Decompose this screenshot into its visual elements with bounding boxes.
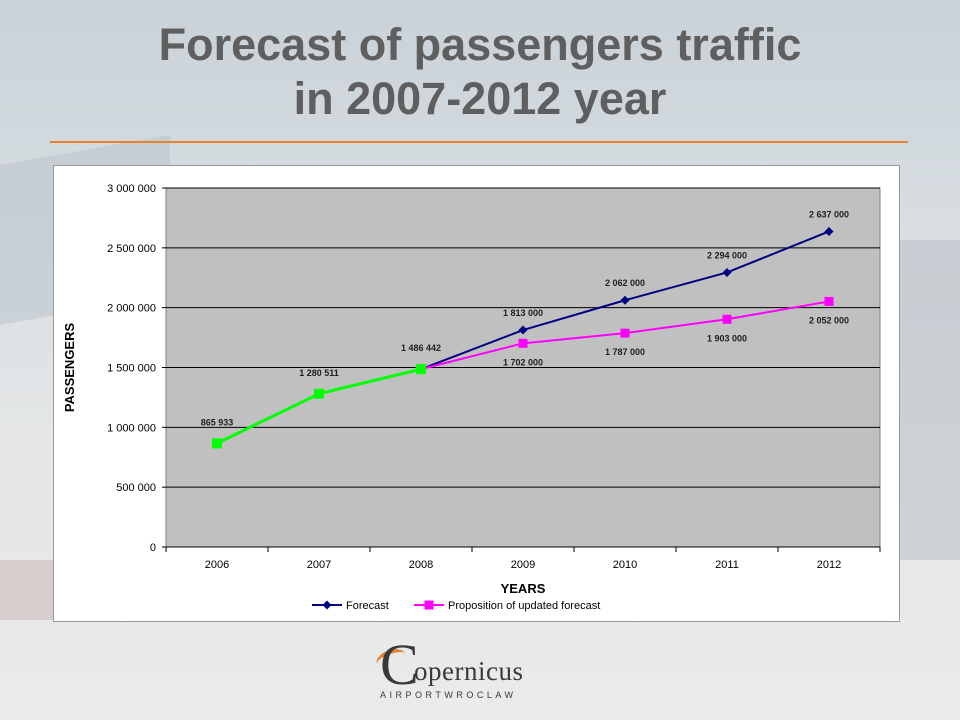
legend-forecast-marker (322, 600, 332, 610)
y-tick-label: 500 000 (116, 482, 156, 494)
y-tick-label: 3 000 000 (107, 183, 156, 195)
historic-data-label: 1 486 442 (401, 343, 441, 353)
slide-title-line2: in 2007-2012 year (293, 73, 667, 124)
historic-point (314, 388, 324, 399)
x-tick-label: 2008 (409, 559, 433, 571)
y-tick-label: 1 500 000 (107, 363, 156, 375)
forecast-data-label: 1 813 000 (503, 308, 543, 318)
chart-panel: 0 500 000 1 000 000 1 500 000 2 000 000 2 500… (53, 165, 900, 622)
legend-updated-label: Proposition of updated forecast (448, 600, 600, 612)
logo-initial: C (380, 632, 419, 697)
passengers-line-chart: 0 500 000 1 000 000 1 500 000 2 000 000 2 500… (62, 183, 881, 612)
x-tick-label: 2007 (307, 559, 331, 571)
legend-updated-marker (424, 600, 434, 610)
title-divider (50, 141, 908, 143)
forecast-point (722, 267, 732, 277)
historic-point (212, 438, 222, 449)
x-tick-label: 2010 (613, 559, 637, 571)
historic-data-label: 1 280 511 (299, 368, 339, 378)
updated-point (518, 338, 528, 348)
y-tick-label: 2 000 000 (107, 303, 156, 315)
forecast-data-label: 2 637 000 (809, 209, 849, 219)
updated-data-label: 1 702 000 (503, 357, 543, 367)
forecast-data-label: 2 294 000 (707, 250, 747, 260)
updated-point (620, 328, 630, 338)
historic-point (416, 364, 426, 375)
x-tick-label: 2006 (205, 559, 229, 571)
forecast-point (620, 295, 630, 305)
updated-data-label: 1 903 000 (707, 333, 747, 343)
logo-sub-airport: AIRPORT (380, 690, 445, 700)
logo-sub-city: WROCLAW (444, 690, 517, 700)
legend-forecast-label: Forecast (346, 600, 389, 612)
updated-point (824, 296, 834, 306)
forecast-point (824, 226, 834, 236)
updated-data-label: 1 787 000 (605, 347, 645, 357)
logo-name: opernicus (414, 656, 524, 686)
x-tick-label: 2011 (715, 559, 739, 571)
y-axis-title: PASSENGERS (62, 323, 77, 413)
y-tick-label: 2 500 000 (107, 243, 156, 255)
forecast-data-label: 2 062 000 (605, 278, 645, 288)
historic-data-label: 865 933 (201, 417, 234, 427)
updated-point (722, 314, 732, 324)
updated-data-label: 2 052 000 (809, 315, 849, 325)
x-tick-label: 2009 (511, 559, 535, 571)
y-tick-label: 0 (150, 542, 156, 554)
x-tick-label: 2012 (817, 559, 841, 571)
copernicus-airport-logo: C opernicus AIRPORTWROCLAW (373, 636, 580, 702)
forecast-point (518, 325, 528, 335)
x-axis-title: YEARS (501, 581, 546, 596)
logo-subtitle: AIRPORTWROCLAW (380, 690, 517, 700)
background-sign (0, 560, 60, 620)
slide-title: Forecast of passengers traffic in 2007-2… (0, 18, 960, 126)
slide-title-line1: Forecast of passengers traffic (158, 19, 802, 70)
y-tick-label: 1 000 000 (107, 422, 156, 434)
